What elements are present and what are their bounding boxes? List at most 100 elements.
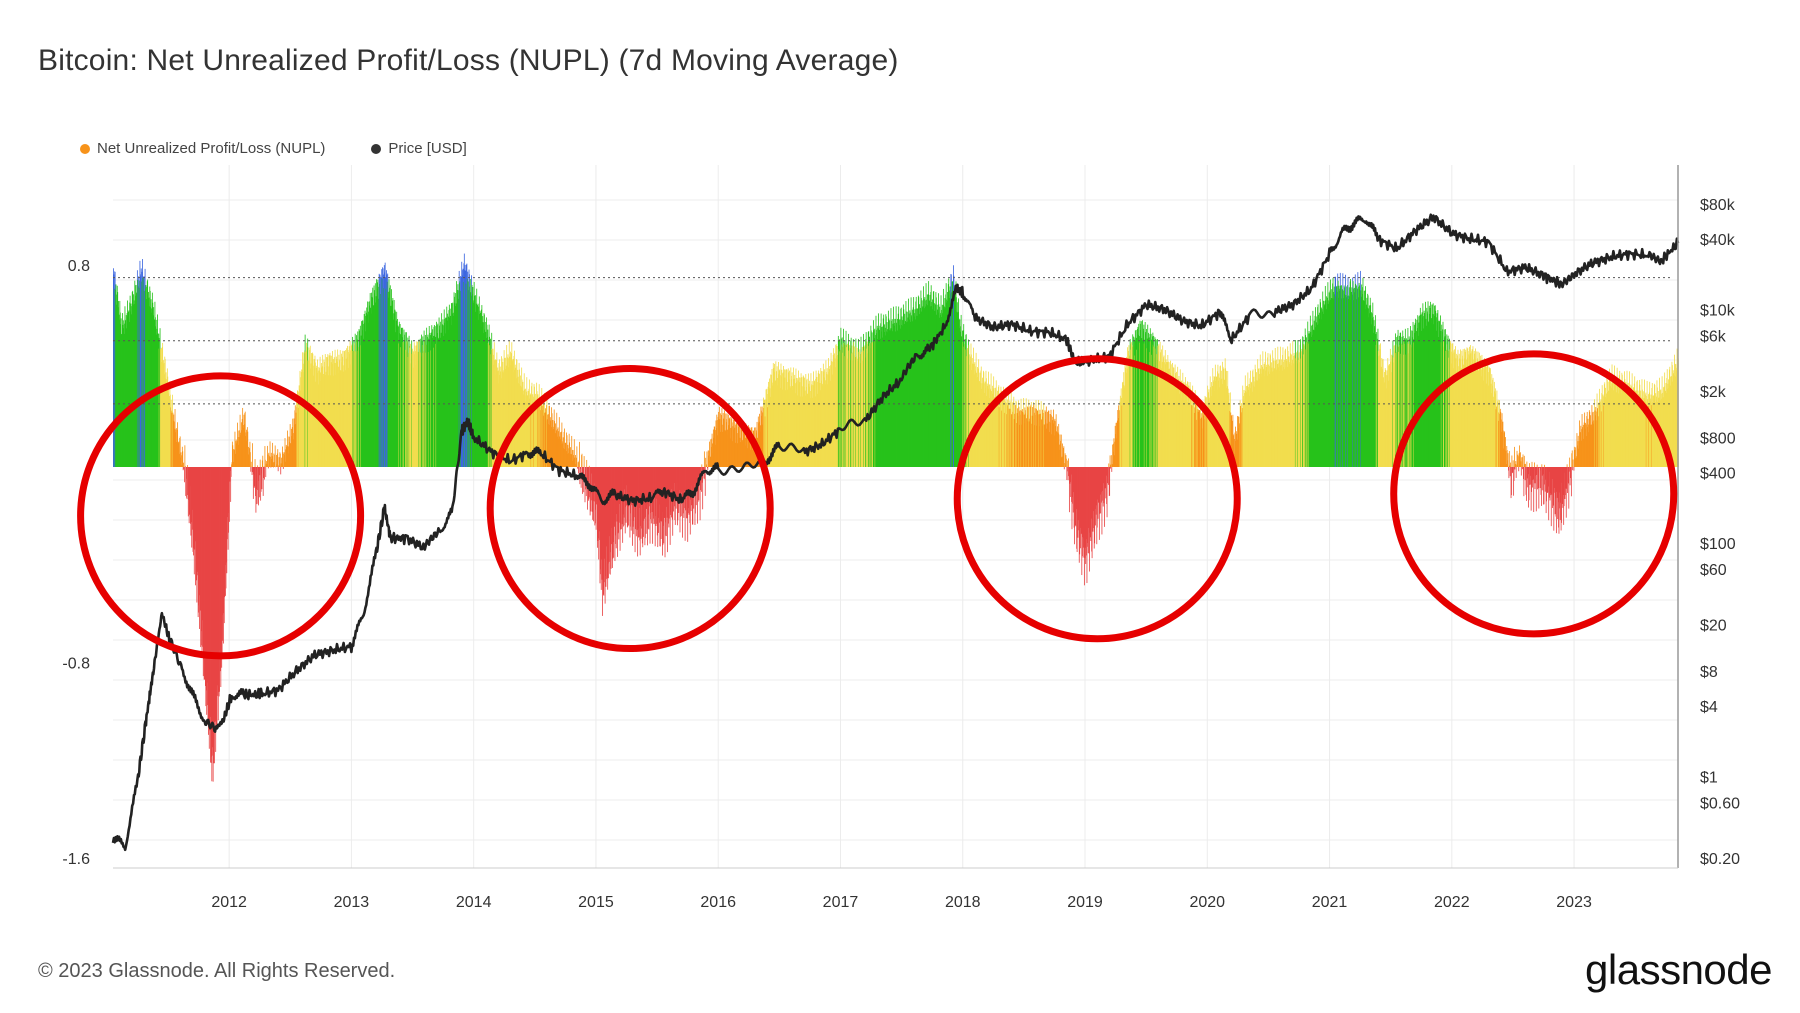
nupl-bar (451, 303, 453, 467)
nupl-bar (908, 313, 910, 467)
nupl-bar (1119, 422, 1120, 467)
glassnode-logo[interactable]: glassnode (1585, 946, 1772, 993)
nupl-bar (256, 467, 258, 505)
nupl-bar (1596, 411, 1598, 467)
nupl-bar (1006, 402, 1007, 467)
nupl-bar (287, 446, 289, 467)
nupl-bar (1092, 467, 1093, 520)
nupl-bar (1232, 435, 1234, 467)
nupl-bar (488, 344, 490, 467)
nupl-bar (1071, 467, 1073, 497)
nupl-bar (1493, 381, 1495, 467)
nupl-bar (1561, 467, 1563, 504)
nupl-bar (1190, 397, 1192, 467)
nupl-bar (1431, 313, 1433, 467)
nupl-bar (981, 388, 983, 467)
nupl-bar (1288, 366, 1289, 467)
nupl-bar (180, 457, 182, 467)
nupl-bar (1358, 297, 1360, 467)
nupl-bar (1241, 408, 1243, 467)
nupl-bar (1127, 347, 1129, 467)
nupl-bar (127, 311, 129, 467)
nupl-bar (1389, 365, 1391, 467)
nupl-bar (348, 352, 350, 467)
nupl-bar (1112, 451, 1114, 467)
nupl-bar (1314, 315, 1316, 467)
nupl-bar (1399, 332, 1401, 467)
nupl-bar (1619, 388, 1621, 467)
nupl-bar (812, 384, 814, 467)
nupl-bar (409, 347, 410, 467)
nupl-bar (1331, 298, 1333, 467)
nupl-bar (261, 460, 263, 467)
nupl-bar (450, 315, 452, 467)
nupl-bar (1211, 396, 1213, 467)
nupl-bar (728, 418, 730, 467)
nupl-bar (555, 423, 556, 467)
nupl-bar (1329, 290, 1331, 467)
nupl-bar (177, 422, 179, 467)
nupl-bar (621, 467, 623, 496)
nupl-bar (154, 301, 156, 467)
nupl-bar (1501, 413, 1503, 467)
nupl-bar (899, 319, 900, 467)
nupl-bar (1113, 443, 1114, 467)
nupl-bar (651, 467, 653, 513)
nupl-bar (412, 348, 413, 467)
nupl-bar (1012, 401, 1014, 467)
nupl-bar (1609, 377, 1611, 467)
nupl-bar (1618, 375, 1620, 467)
nupl-bar (1242, 395, 1244, 467)
nupl-bar (880, 323, 882, 467)
nupl-bar (448, 310, 450, 467)
nupl-bar (1311, 325, 1313, 467)
nupl-bar (523, 390, 525, 467)
nupl-bar (680, 467, 682, 499)
nupl-bar (1510, 467, 1512, 499)
nupl-bar (1354, 287, 1355, 467)
nupl-bar (893, 325, 895, 467)
nupl-bar (1016, 413, 1018, 467)
nupl-bar (260, 467, 262, 492)
legend-item-price[interactable]: Price [USD] (371, 140, 467, 157)
nupl-bar (1143, 324, 1145, 467)
nupl-bar (232, 461, 234, 467)
nupl-bar (1045, 411, 1047, 467)
nupl-bar (864, 346, 865, 467)
nupl-bar (953, 275, 955, 467)
nupl-bar (1633, 399, 1635, 467)
nupl-bar (672, 467, 674, 503)
nupl-bar (1274, 347, 1276, 467)
nupl-bar (1616, 367, 1618, 467)
nupl-bar (469, 278, 471, 467)
nupl-bar (1064, 463, 1066, 467)
nupl-bar (1307, 321, 1309, 467)
nupl-bar (342, 371, 344, 467)
nupl-bar (407, 337, 409, 467)
nupl-bar (226, 467, 228, 574)
nupl-bar (1025, 410, 1027, 467)
nupl-bar (343, 365, 345, 467)
nupl-bar (225, 467, 226, 596)
nupl-bar (1402, 330, 1404, 467)
nupl-bar (1496, 402, 1498, 467)
nupl-bar (178, 453, 180, 467)
nupl-bar (742, 422, 744, 467)
nupl-bar (224, 467, 226, 598)
nupl-bar (1642, 391, 1644, 467)
legend-item-nupl[interactable]: Net Unrealized Profit/Loss (NUPL) (80, 140, 325, 157)
nupl-bar (209, 467, 211, 731)
nupl-bar (859, 363, 861, 467)
nupl-bar (282, 467, 284, 469)
nupl-bar (291, 428, 292, 467)
nupl-bar (897, 330, 899, 467)
nupl-bar (1490, 368, 1491, 467)
nupl-bar (164, 358, 166, 467)
nupl-bar (433, 326, 435, 467)
nupl-bar (722, 431, 724, 467)
nupl-bar (1230, 414, 1232, 467)
nupl-bar (467, 281, 469, 467)
nupl-bar (1576, 456, 1577, 467)
nupl-bar (138, 276, 140, 467)
